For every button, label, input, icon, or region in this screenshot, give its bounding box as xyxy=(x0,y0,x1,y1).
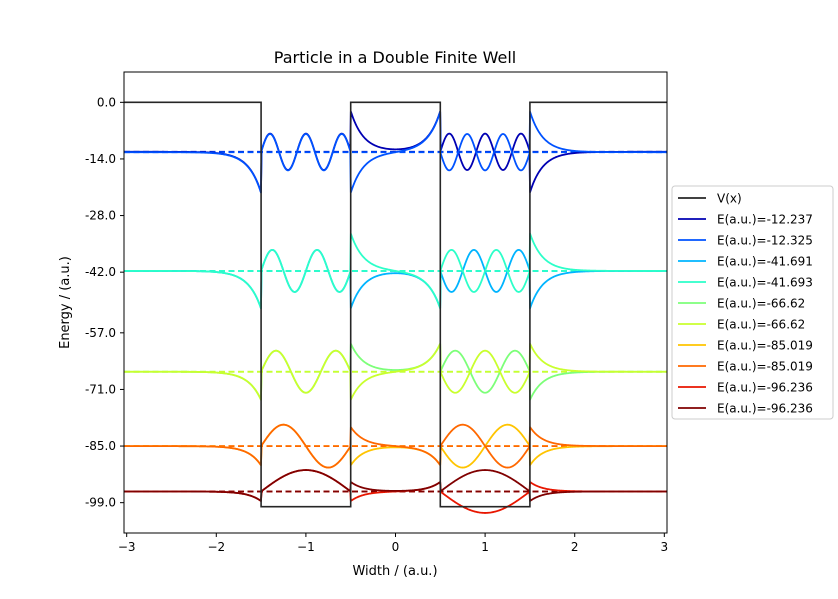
legend-label: E(a.u.)=-12.237 xyxy=(717,213,813,227)
legend-label: E(a.u.)=-66.62 xyxy=(717,297,805,311)
legend-label: E(a.u.)=-41.693 xyxy=(717,276,813,290)
y-tick-label: -85.0 xyxy=(85,439,116,453)
x-tick-label: 2 xyxy=(571,540,579,554)
x-tick-label: 3 xyxy=(660,540,668,554)
y-tick-label: -99.0 xyxy=(85,496,116,510)
x-axis: −3 −2 −1 0 1 2 3 xyxy=(118,533,668,554)
wavefunction-curve-6 xyxy=(124,342,667,401)
wavefunction-curve-2 xyxy=(124,110,667,194)
legend-label: E(a.u.)=-12.325 xyxy=(717,234,813,248)
plot-area xyxy=(124,101,667,514)
y-tick-label: 0.0 xyxy=(97,95,116,109)
x-tick-label: 0 xyxy=(392,540,400,554)
legend: V(x) E(a.u.)=-12.237 E(a.u.)=-12.325 E(a.u.… xyxy=(671,185,834,420)
legend-label: E(a.u.)=-85.019 xyxy=(717,360,813,374)
legend-label: E(a.u.)=-96.236 xyxy=(717,381,813,395)
potential-layer xyxy=(124,101,667,508)
wavefunction-curve-4 xyxy=(124,232,667,310)
legend-label: E(a.u.)=-41.691 xyxy=(717,255,813,269)
potential-line xyxy=(124,101,667,508)
wavefunction-curve-8 xyxy=(124,423,667,469)
y-tick-label: -14.0 xyxy=(85,152,116,166)
y-tick-label: -42.0 xyxy=(85,265,116,279)
x-tick-label: 1 xyxy=(481,540,489,554)
y-axis-label: Energy / (a.u.) xyxy=(58,256,73,349)
chart-title: Particle in a Double Finite Well xyxy=(274,48,516,67)
y-axis: 0.0 -14.0 -28.0 -42.0 -57.0 -71.0 -85.0 -99.0 xyxy=(85,95,124,510)
wavefunction-curve-10 xyxy=(124,469,667,502)
legend-label: E(a.u.)=-96.236 xyxy=(717,402,813,416)
x-axis-label: Width / (a.u.) xyxy=(352,564,437,579)
x-tick-label: −2 xyxy=(207,540,225,554)
y-tick-label: -28.0 xyxy=(85,209,116,223)
x-tick-label: −1 xyxy=(297,540,315,554)
y-tick-label: -71.0 xyxy=(85,382,116,396)
legend-label: V(x) xyxy=(717,192,742,206)
legend-label: E(a.u.)=-85.019 xyxy=(717,339,813,353)
y-tick-label: -57.0 xyxy=(85,326,116,340)
x-tick-label: −3 xyxy=(118,540,136,554)
wavefunction-curves xyxy=(124,110,667,514)
legend-label: E(a.u.)=-66.62 xyxy=(717,318,805,332)
legend-box xyxy=(671,185,834,420)
